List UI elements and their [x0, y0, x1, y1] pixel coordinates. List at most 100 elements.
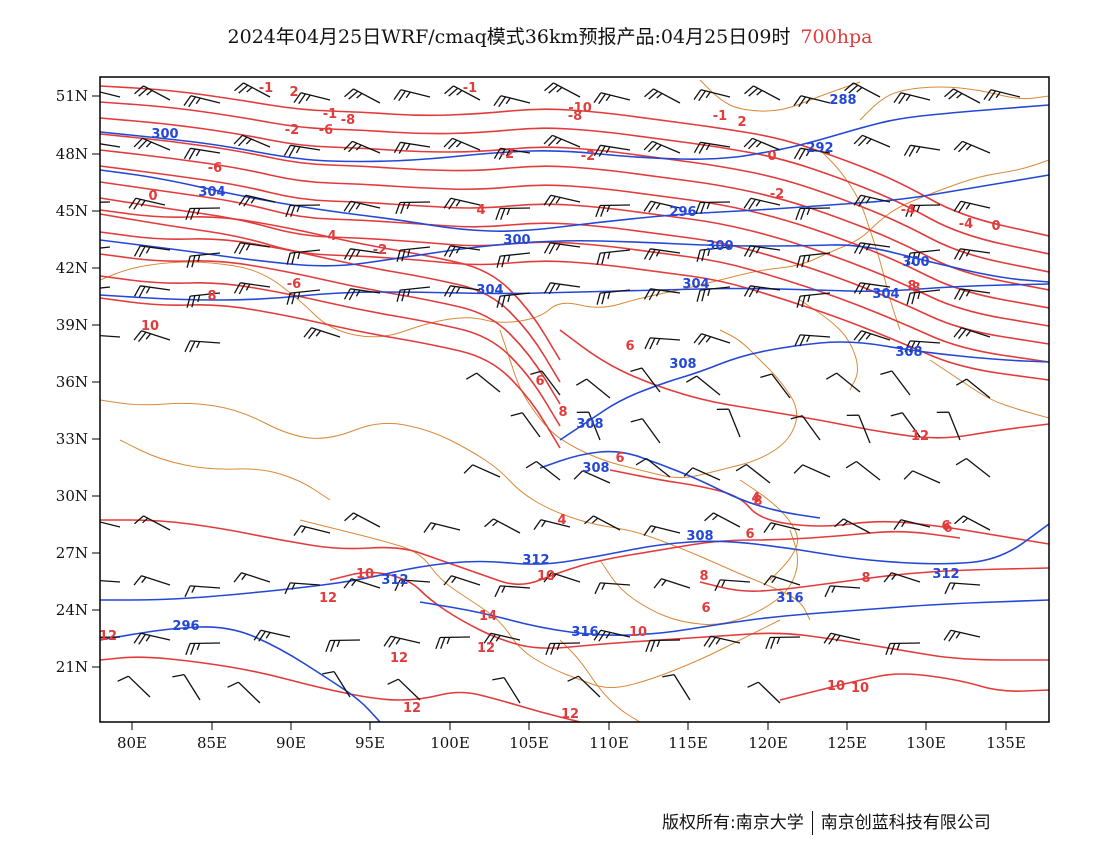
lat-label: 21N [56, 658, 88, 676]
wind-barb [344, 512, 381, 528]
wind-barb [573, 470, 611, 484]
wind-barb [484, 518, 521, 534]
wind-barb [463, 464, 501, 478]
wind-barb [703, 635, 741, 648]
wind-barb [885, 642, 921, 656]
lat-label: 42N [56, 259, 88, 277]
wind-barb [662, 673, 691, 701]
temperature-label: 10 [851, 681, 869, 696]
wind-barb [100, 91, 121, 98]
wind-barb [903, 144, 941, 157]
height-contour [100, 523, 1049, 601]
wind-barb [510, 412, 541, 438]
wind-barb [343, 288, 381, 301]
wind-barb [186, 292, 221, 308]
lat-label: 39N [56, 316, 88, 334]
temperature-label: -2 [581, 149, 595, 164]
wind-barb [444, 85, 481, 101]
wind-barb [343, 140, 381, 154]
wind-barb [185, 207, 221, 221]
wind-barb [325, 639, 361, 653]
title-level: 700hpa [800, 26, 873, 48]
height-label: 292 [806, 141, 833, 156]
wind-barb [443, 575, 481, 586]
wind-barb [183, 95, 221, 108]
temperature-contour [100, 209, 561, 361]
temperature-label: 0 [148, 189, 157, 204]
boundary-line [559, 639, 641, 722]
wind-barb [343, 248, 381, 261]
wind-barb [183, 147, 221, 160]
wind-barb [903, 470, 941, 484]
wind-barb [593, 629, 631, 642]
wind-barb [233, 134, 271, 148]
wind-barb [394, 579, 431, 592]
lon-label: 100E [430, 734, 470, 752]
wind-barb [530, 370, 561, 396]
temperature-label: -2 [500, 147, 514, 162]
wind-barb [760, 373, 791, 399]
wind-barb [904, 340, 941, 353]
temperature-label: -2 [285, 123, 299, 138]
temperature-label: 8 [699, 569, 708, 584]
wind-barb [953, 288, 991, 301]
temperature-contour [100, 101, 1049, 255]
temperature-contour [100, 213, 1049, 381]
temperature-label: 4 [557, 513, 566, 528]
wind-barb [186, 252, 221, 268]
lon-label: 80E [117, 734, 147, 752]
wind-barb [133, 330, 171, 343]
lon-label: 105E [509, 734, 549, 752]
wind-barb [716, 408, 741, 438]
boundary-line [859, 86, 1049, 121]
wind-barb [643, 288, 681, 301]
footer-separator [811, 811, 813, 835]
wind-barb [393, 89, 431, 102]
wind-barb [567, 675, 601, 698]
temperature-contour [100, 656, 581, 722]
temperature-label: 0 [767, 149, 776, 164]
height-label: 300 [503, 233, 530, 248]
temperature-contour [100, 297, 561, 449]
wind-barb [790, 415, 821, 441]
wind-barb [133, 137, 171, 151]
wind-barb [630, 367, 661, 393]
wind-barb [643, 248, 681, 261]
wind-barb [955, 457, 991, 478]
wind-barb [853, 242, 891, 255]
wind-barb [593, 144, 631, 157]
wind-barb [533, 519, 571, 530]
boundary-line [739, 479, 798, 581]
wind-barb [735, 463, 771, 484]
wind-barb [100, 521, 121, 528]
wind-barb [936, 411, 961, 441]
wind-barb [134, 85, 171, 101]
wind-barb [834, 518, 871, 534]
wind-barb [645, 639, 681, 653]
temperature-label: 8 [753, 494, 762, 509]
temperature-label: 4 [327, 229, 336, 244]
wind-barb [303, 327, 341, 340]
longitude-axis: 80E 85E 90E 95E 100E 105E 110E 115E 120E 125E 130E… [117, 722, 1026, 752]
wind-barb [825, 372, 861, 393]
temperature-label: 12 [911, 429, 929, 444]
temperature-contour [559, 329, 1049, 439]
wind-barb [293, 525, 331, 536]
height-label: 288 [829, 93, 856, 108]
temperature-label: 10 [537, 569, 555, 584]
wind-barb [233, 282, 271, 295]
wind-barb [435, 636, 471, 650]
temperature-label: -1 [713, 109, 727, 124]
height-label: 308 [686, 529, 713, 544]
temperature-label: -1 [259, 81, 273, 96]
wind-barb [693, 333, 731, 346]
height-label: 300 [706, 239, 733, 254]
wind-barb [575, 378, 611, 399]
wind-barb [853, 330, 891, 343]
title-main: 2024年04月25日WRF/cmaq模式36km预报产品:04月25日09时 [227, 26, 791, 48]
temperature-label: -8 [568, 109, 582, 124]
wind-barb [128, 197, 166, 210]
wind-barb [494, 585, 531, 598]
height-label: 308 [576, 417, 603, 432]
